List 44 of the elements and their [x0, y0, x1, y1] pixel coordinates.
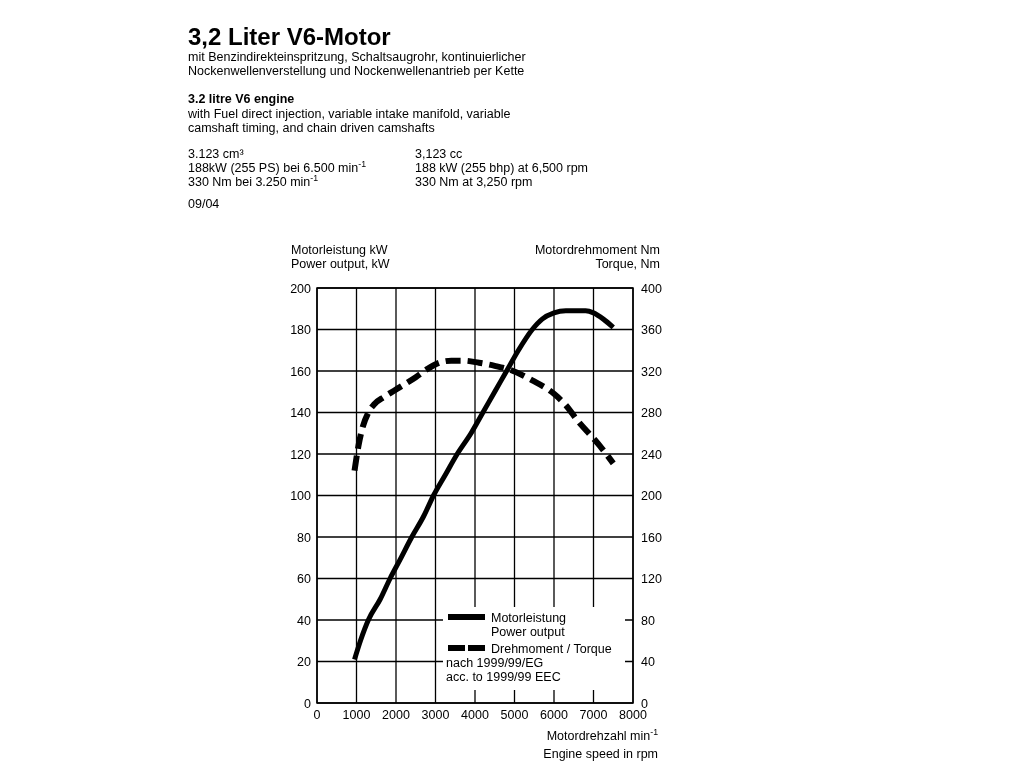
y-tick-label: 60: [297, 572, 312, 586]
y2-tick-label: 120: [641, 572, 662, 586]
y2-tick-label: 320: [641, 364, 662, 379]
y2-tick-label: 360: [641, 323, 662, 337]
annotation: nach 1999/99/EG acc. to 1999/99 EEC: [446, 656, 561, 684]
text: 3.2 litre V6 engine: [188, 92, 295, 106]
y-tick-label: 120: [290, 447, 312, 462]
y-tick-label: 160: [290, 364, 312, 379]
y-tick-label: 20: [297, 655, 312, 669]
x-tick-label: 5000: [500, 708, 529, 722]
y2-tick-label: 160: [641, 530, 662, 545]
chart-subtitle: mit Benzindirekteinspritzung, Schaltsaugrohr, kontinuierlicher Nockenwellenverstellung und Nockenwellenantrieb per Kette: [188, 50, 526, 78]
text: 3.123 cm³ 188kW (255 PS) bei 6.500 min$^{-1}$ 330 Nm bei 3.250 min$^{-1}$: [188, 147, 367, 189]
y-tick-label: 100: [290, 489, 312, 503]
x-tick-label: 8000: [619, 708, 647, 722]
y2-tick-label: 40: [641, 655, 655, 669]
y2-tick-label: 0: [641, 696, 648, 711]
y2-tick-label: 280: [641, 406, 662, 420]
chart-title: 3,2 Liter V6-Motor: [188, 23, 391, 50]
y-tick-label: 140: [290, 406, 312, 420]
y2-tick-label: 80: [641, 613, 655, 628]
y-axis-title: Motorleistung kW Power output, kW: [291, 243, 390, 271]
x-tick-label: 6000: [540, 708, 568, 722]
x-tick-label: 7000: [579, 708, 608, 722]
y2-tick-label: 240: [641, 447, 662, 462]
x-axis-title: Motordrehzahl min$^{-1}$ Engine speed in rpm: [543, 727, 659, 761]
y-tick-label: 200: [290, 281, 312, 296]
y2-axis-title: Motordrehmoment Nm Torque, Nm: [534, 243, 660, 271]
y-tick-label: 80: [297, 530, 312, 545]
x-tick-label: 3000: [421, 708, 450, 722]
y-tick-label: 40: [297, 613, 312, 628]
text: with Fuel direct injection, variable intake manifold, variable camshaft timing, and chain driven camshafts: [187, 107, 511, 135]
x-tick-label: 2000: [382, 708, 410, 722]
legend-label: Drehmoment / Torque: [491, 642, 612, 656]
y2-tick-label: 200: [641, 489, 662, 503]
x-tick-label: 4000: [461, 708, 489, 722]
y2-tick-label: 400: [641, 281, 662, 296]
y-tick-label: 0: [304, 696, 312, 711]
y-tick-label: 180: [290, 323, 312, 337]
legend-label: Motorleistung Power output: [491, 611, 567, 639]
text: 3,123 cc 188 kW (255 bhp) at 6,500 rpm 330 Nm at 3,250 rpm: [415, 147, 589, 189]
text: 09/04: [188, 197, 220, 211]
x-tick-label: 1000: [342, 708, 371, 722]
x-tick-label: 0: [313, 708, 321, 722]
